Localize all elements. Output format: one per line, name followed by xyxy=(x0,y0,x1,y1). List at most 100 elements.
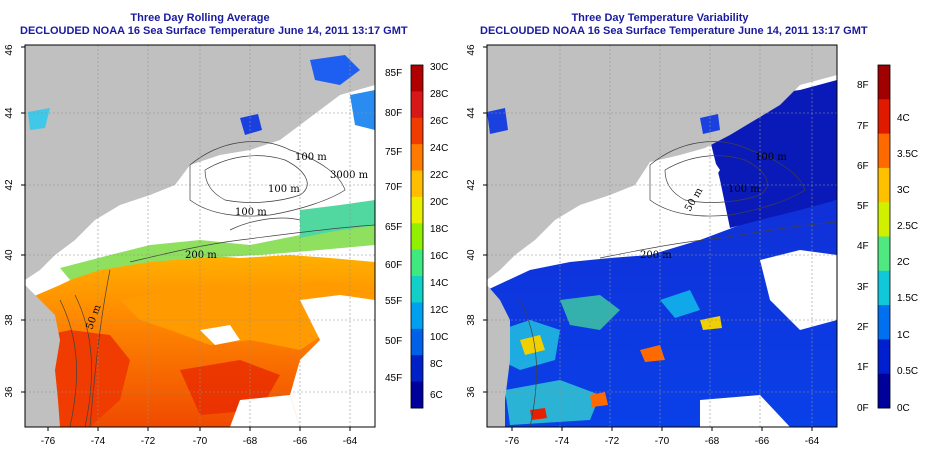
colorbar-label-c: 30C xyxy=(430,62,448,73)
left-y-tick: 40 xyxy=(4,249,15,261)
colorbar-swatch xyxy=(878,270,890,306)
left-contour-label-2: 100 m xyxy=(268,184,300,195)
colorbar-label-f: 70F xyxy=(385,182,402,193)
right-y-tick: 38 xyxy=(466,314,477,326)
left-y-axis: 36 38 40 42 44 46 xyxy=(4,44,25,398)
colorbar-swatch xyxy=(411,355,423,383)
colorbar-label-f: 3F xyxy=(857,282,869,293)
right-contour-label-4: 200 m xyxy=(640,250,672,261)
colorbar-swatch xyxy=(411,223,423,251)
colorbar-swatch xyxy=(411,381,423,409)
left-y-tick: 38 xyxy=(4,314,15,326)
left-x-tick: -64 xyxy=(343,436,358,447)
colorbar-label-c: 2C xyxy=(897,257,910,268)
colorbar-label-c: 4C xyxy=(897,113,910,124)
left-title-main: Three Day Rolling Average xyxy=(130,12,270,24)
left-x-tick: -68 xyxy=(243,436,258,447)
right-title: Three Day Temperature Variability DECLOU… xyxy=(480,12,868,38)
left-x-tick: -72 xyxy=(141,436,156,447)
colorbar-label-c: 24C xyxy=(430,143,448,154)
colorbar-label-f: 8F xyxy=(857,80,869,91)
left-y-tick: 44 xyxy=(4,107,15,119)
left-y-tick: 42 xyxy=(4,179,15,191)
colorbar-label-f: 4F xyxy=(857,241,869,252)
left-x-axis: -76 -74 -72 -70 -68 -66 -64 xyxy=(41,427,358,447)
right-map: 100 m 100 m 50 m 200 m xyxy=(487,45,837,427)
colorbar-label-f: 80F xyxy=(385,108,402,119)
left-contour-label-1: 100 m xyxy=(295,152,327,163)
colorbar-label-c: 8C xyxy=(430,359,443,370)
colorbar-label-c: 22C xyxy=(430,170,448,181)
colorbar-swatch xyxy=(411,302,423,330)
colorbar-swatch xyxy=(411,144,423,172)
colorbar-swatch xyxy=(878,373,890,409)
left-x-tick: -74 xyxy=(91,436,106,447)
right-x-tick: -64 xyxy=(805,436,820,447)
colorbar-label-c: 3.5C xyxy=(897,149,918,160)
right-y-tick: 46 xyxy=(466,44,477,56)
left-colorbar-swatches xyxy=(411,65,423,409)
colorbar-label-f: 85F xyxy=(385,68,402,79)
right-contour-label-2: 100 m xyxy=(728,184,760,195)
colorbar-swatch xyxy=(411,117,423,145)
left-x-tick: -66 xyxy=(293,436,308,447)
left-contour-label-4: 200 m xyxy=(185,250,217,261)
right-y-tick: 40 xyxy=(466,249,477,261)
right-x-tick: -74 xyxy=(555,436,570,447)
colorbar-label-f: 60F xyxy=(385,260,402,271)
colorbar-swatch xyxy=(411,91,423,119)
left-contour-label-3: 3000 m xyxy=(330,170,369,181)
left-title-sub: DECLOUDED NOAA 16 Sea Surface Temperatur… xyxy=(20,25,408,37)
colorbar-label-f: 65F xyxy=(385,222,402,233)
colorbar-swatch xyxy=(411,328,423,356)
colorbar-swatch xyxy=(878,339,890,375)
right-x-tick: -76 xyxy=(505,436,520,447)
colorbar-label-c: 3C xyxy=(897,185,910,196)
colorbar-label-c: 18C xyxy=(430,224,448,235)
colorbar-label-f: 2F xyxy=(857,322,869,333)
right-y-tick: 42 xyxy=(466,179,477,191)
right-colorbar-f-labels: 8F 7F 6F 5F 4F 3F 2F 1F 0F xyxy=(857,80,869,414)
colorbar-swatch xyxy=(878,305,890,340)
colorbar-swatch xyxy=(878,236,890,272)
right-y-tick: 36 xyxy=(466,386,477,398)
colorbar-swatch xyxy=(411,276,423,303)
colorbar-label-f: 6F xyxy=(857,161,869,172)
right-y-tick: 44 xyxy=(466,107,477,119)
left-colorbar-f-labels: 85F 80F 75F 70F 65F 60F 55F 50F 45F xyxy=(385,68,402,384)
right-colorbar: 8F 7F 6F 5F 4F 3F 2F 1F 0F 4C 3.5C 3C 2.… xyxy=(857,64,918,414)
left-colorbar-c-labels: 30C 28C 26C 24C 22C 20C 18C 16C 14C 12C … xyxy=(430,62,448,401)
left-map: 100 m 100 m 3000 m 200 m 50 m 100 m xyxy=(25,45,375,427)
colorbar-swatch xyxy=(878,99,890,135)
left-colorbar: 85F 80F 75F 70F 65F 60F 55F 50F 45F 30C … xyxy=(385,62,448,409)
left-contour-label-6: 100 m xyxy=(235,207,267,218)
right-x-tick: -66 xyxy=(755,436,770,447)
colorbar-label-c: 2.5C xyxy=(897,221,918,232)
colorbar-label-c: 6C xyxy=(430,390,443,401)
left-x-tick: -76 xyxy=(41,436,56,447)
colorbar-swatch xyxy=(411,65,423,92)
colorbar-swatch xyxy=(878,202,890,237)
colorbar-label-c: 28C xyxy=(430,89,448,100)
colorbar-label-f: 50F xyxy=(385,336,402,347)
right-y-axis: 36 38 40 42 44 46 xyxy=(466,44,487,398)
colorbar-label-f: 5F xyxy=(857,201,869,212)
right-title-main: Three Day Temperature Variability xyxy=(571,12,749,24)
colorbar-label-c: 0.5C xyxy=(897,366,918,377)
colorbar-label-f: 7F xyxy=(857,121,869,132)
left-y-tick: 36 xyxy=(4,386,15,398)
colorbar-label-f: 55F xyxy=(385,296,402,307)
right-colorbar-c-labels: 4C 3.5C 3C 2.5C 2C 1.5C 1C 0.5C 0C xyxy=(897,113,918,414)
left-x-tick: -70 xyxy=(193,436,208,447)
left-y-tick: 46 xyxy=(4,44,15,56)
colorbar-label-c: 20C xyxy=(430,197,448,208)
right-x-axis: -76 -74 -72 -70 -68 -66 -64 xyxy=(505,427,820,447)
colorbar-label-c: 10C xyxy=(430,332,448,343)
colorbar-label-f: 1F xyxy=(857,362,869,373)
colorbar-swatch xyxy=(411,170,423,198)
right-title-sub: DECLOUDED NOAA 16 Sea Surface Temperatur… xyxy=(480,25,868,37)
right-contour-label-1: 100 m xyxy=(755,152,787,163)
colorbar-swatch xyxy=(878,65,890,100)
colorbar-label-f: 75F xyxy=(385,147,402,158)
colorbar-label-c: 1C xyxy=(897,330,910,341)
